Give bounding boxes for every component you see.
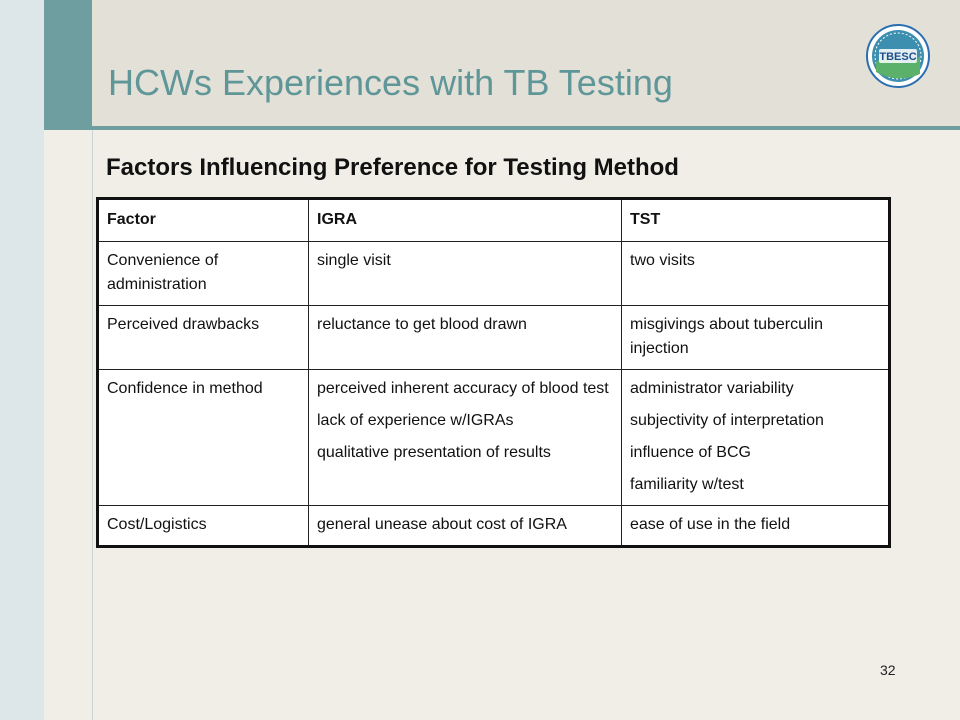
factor-cell: Convenience of administration: [97, 241, 309, 306]
table-header-row: Factor IGRA TST: [97, 198, 890, 242]
page-number: 32: [880, 662, 896, 678]
tbesc-logo: TBESC: [866, 24, 930, 88]
header-tst: TST: [621, 198, 890, 242]
tst-cell: two visits: [621, 241, 890, 306]
igra-item: lack of experience w/IGRAs: [317, 412, 514, 429]
tst-item: two visits: [630, 252, 695, 269]
table-heading: Factors Influencing Preference for Testi…: [106, 154, 679, 181]
factor-cell: Cost/Logistics: [97, 505, 309, 547]
header-factor: Factor: [97, 198, 309, 242]
igra-item: general unease about cost of IGRA: [317, 516, 567, 533]
table-row: Cost/Logistics general unease about cost…: [97, 505, 890, 547]
tst-item: subjectivity of interpretation: [630, 412, 824, 429]
igra-cell: perceived inherent accuracy of blood tes…: [308, 369, 622, 506]
tbesc-logo-graphic: TBESC: [872, 30, 924, 82]
left-decorative-band: [0, 0, 44, 720]
factors-table: Factor IGRA TST Convenience of administr…: [96, 197, 891, 548]
title-accent-vertical: [44, 0, 92, 128]
igra-item: perceived inherent accuracy of blood tes…: [317, 380, 609, 397]
tst-item: ease of use in the field: [630, 516, 791, 533]
title-accent-horizontal: [44, 126, 960, 130]
tst-item: familiarity w/test: [630, 476, 744, 493]
factor-cell: Confidence in method: [97, 369, 309, 506]
header-igra: IGRA: [308, 198, 622, 242]
tst-cell: misgivings about tuberculin injection: [621, 305, 890, 370]
igra-item: reluctance to get blood drawn: [317, 316, 527, 333]
content-edge-line: [92, 130, 93, 720]
tst-cell: ease of use in the field: [621, 505, 890, 547]
tst-item: misgivings about tuberculin injection: [630, 316, 823, 357]
slide-title: HCWs Experiences with TB Testing: [108, 62, 673, 103]
igra-item: single visit: [317, 252, 391, 269]
tst-cell: administrator variability subjectivity o…: [621, 369, 890, 506]
table-row: Perceived drawbacks reluctance to get bl…: [97, 305, 890, 370]
igra-cell: general unease about cost of IGRA: [308, 505, 622, 547]
igra-item: qualitative presentation of results: [317, 444, 551, 461]
tst-item: administrator variability: [630, 380, 794, 397]
igra-cell: reluctance to get blood drawn: [308, 305, 622, 370]
factor-cell: Perceived drawbacks: [97, 305, 309, 370]
table-row: Convenience of administration single vis…: [97, 241, 890, 306]
tst-item: influence of BCG: [630, 444, 751, 461]
table-row: Confidence in method perceived inherent …: [97, 369, 890, 506]
igra-cell: single visit: [308, 241, 622, 306]
logo-text: TBESC: [879, 51, 916, 63]
title-bar-background: [44, 0, 960, 128]
